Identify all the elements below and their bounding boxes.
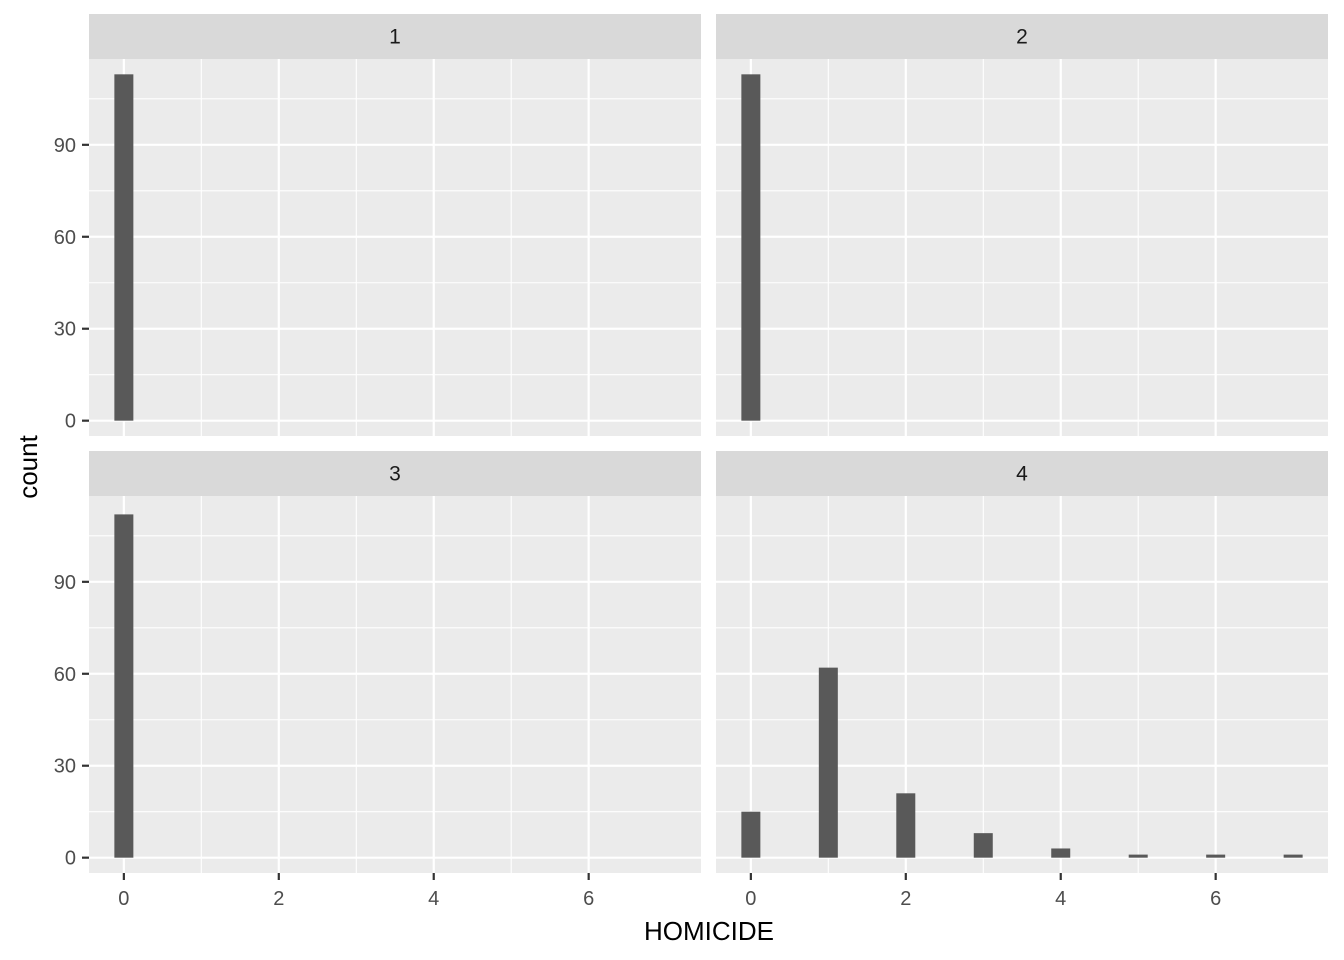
facet-strip-label: 4 [1016, 463, 1028, 486]
facet-strip-label: 1 [389, 26, 401, 49]
bars [114, 74, 134, 421]
x-tick-label: 6 [1210, 888, 1221, 910]
bars [741, 74, 761, 421]
bar [1206, 854, 1226, 858]
bar [741, 811, 761, 858]
facet-strip [716, 451, 1328, 496]
y-tick-label: 90 [54, 135, 76, 157]
y-tick-label: 60 [54, 664, 76, 686]
grid-lines [716, 496, 1328, 873]
bar [818, 667, 838, 858]
bar [1051, 848, 1071, 858]
facet-panel-2: 2 [716, 14, 1328, 436]
facet-panel-1: 1 0 30 60 90 [54, 14, 701, 436]
x-tick-label: 0 [118, 888, 129, 910]
x-tick-label: 4 [1055, 888, 1066, 910]
y-tick-label: 30 [54, 319, 76, 341]
y-axis-title: count [13, 434, 43, 498]
bars [114, 514, 134, 858]
y-axis: 0 30 60 90 [54, 135, 89, 433]
facet-panel-4: 4 0 2 4 6 [716, 451, 1328, 910]
panel-background [716, 496, 1328, 873]
y-axis: 0 30 60 90 [54, 572, 89, 870]
panel-background [716, 59, 1328, 436]
y-tick-label: 0 [65, 848, 76, 870]
bar [1128, 854, 1148, 858]
y-tick-label: 0 [65, 411, 76, 433]
facet-strip [89, 451, 701, 496]
bar [973, 833, 993, 858]
facet-strip [89, 14, 701, 59]
panel-background [89, 59, 701, 436]
grid-lines [716, 59, 1328, 436]
x-axis: 0 2 4 6 [118, 873, 594, 910]
panel-background [89, 496, 701, 873]
x-tick-label: 6 [583, 888, 594, 910]
bars [741, 667, 1303, 858]
bar [114, 74, 134, 421]
x-tick-label: 2 [900, 888, 911, 910]
x-axis-title: HOMICIDE [644, 916, 774, 946]
bar [741, 74, 761, 421]
x-tick-label: 2 [273, 888, 284, 910]
x-tick-label: 0 [745, 888, 756, 910]
bar [896, 793, 916, 858]
x-axis: 0 2 4 6 [745, 873, 1221, 910]
y-tick-label: 90 [54, 572, 76, 594]
facet-strip-label: 3 [389, 463, 401, 486]
bar [1283, 854, 1303, 858]
y-tick-label: 60 [54, 227, 76, 249]
y-tick-label: 30 [54, 756, 76, 778]
facet-strip [716, 14, 1328, 59]
facet-strip-label: 2 [1016, 26, 1028, 49]
x-tick-label: 4 [428, 888, 439, 910]
bar [114, 514, 134, 858]
